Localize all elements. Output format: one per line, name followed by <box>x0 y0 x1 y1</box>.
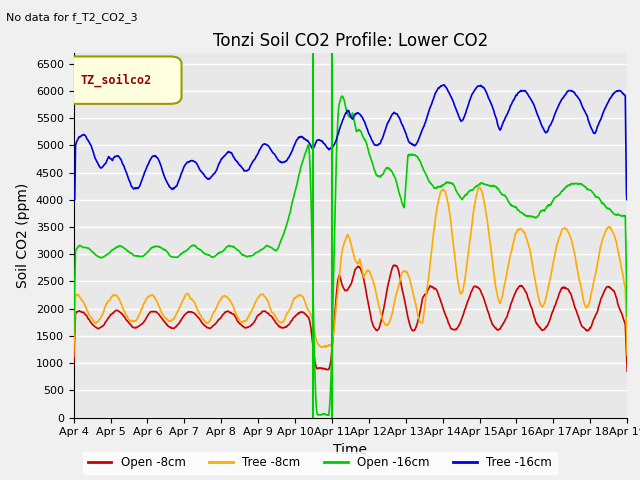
Legend: Open -8cm, Tree -8cm, Open -16cm, Tree -16cm: Open -8cm, Tree -8cm, Open -16cm, Tree -… <box>83 452 557 474</box>
Text: No data for f_T2_CO2_3: No data for f_T2_CO2_3 <box>6 12 138 23</box>
Y-axis label: Soil CO2 (ppm): Soil CO2 (ppm) <box>16 182 30 288</box>
FancyBboxPatch shape <box>65 57 182 104</box>
Text: TZ_soilco2: TZ_soilco2 <box>81 73 152 87</box>
X-axis label: Time: Time <box>333 443 367 457</box>
Title: Tonzi Soil CO2 Profile: Lower CO2: Tonzi Soil CO2 Profile: Lower CO2 <box>212 32 488 50</box>
